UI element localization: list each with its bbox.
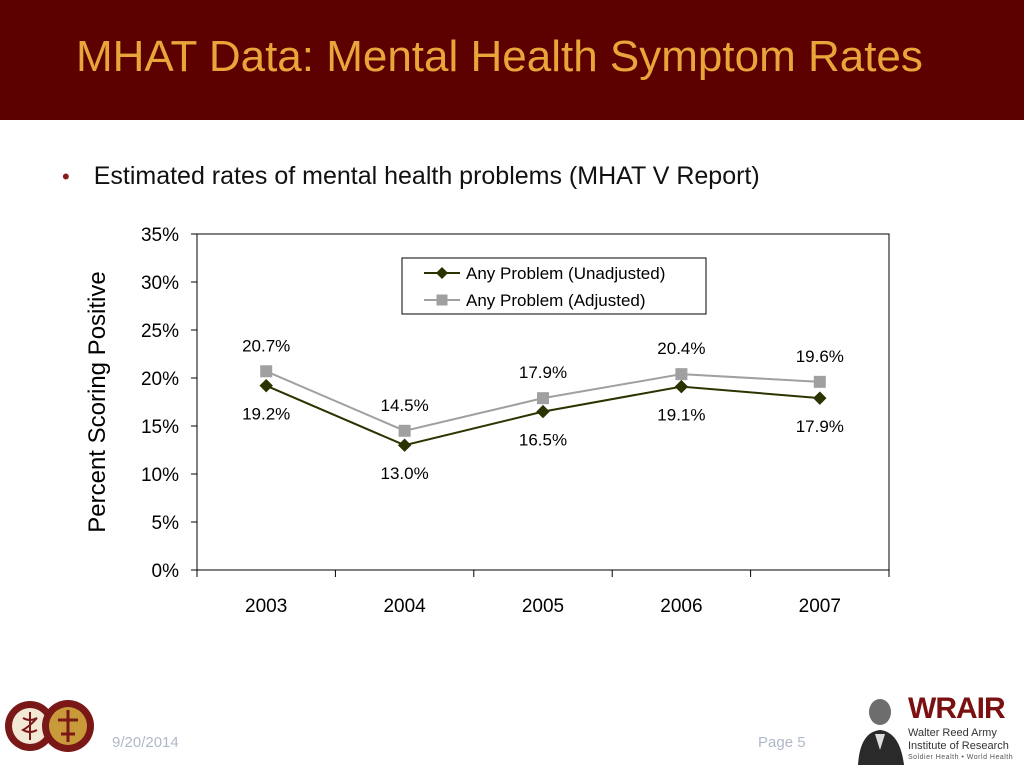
data-label-adjusted: 17.9% — [519, 363, 567, 382]
data-point-adjusted — [675, 368, 688, 381]
data-point-adjusted — [537, 392, 549, 405]
wrair-subtitle-line1: Walter Reed Army — [908, 727, 997, 739]
data-point-unadjusted — [674, 379, 689, 394]
x-tick-label: 2007 — [799, 596, 841, 617]
data-label-adjusted: 14.5% — [380, 396, 428, 415]
y-tick-label: 15% — [141, 417, 179, 438]
y-tick-label: 20% — [141, 369, 179, 390]
army-medical-logo — [4, 688, 100, 769]
portrait-icon — [850, 690, 906, 765]
data-point-adjusted — [813, 375, 826, 388]
x-tick-label: 2004 — [383, 596, 426, 617]
legend-entry: Any Problem (Unadjusted) — [466, 264, 665, 283]
legend-entry: Any Problem (Adjusted) — [466, 291, 646, 310]
data-label-adjusted: 19.6% — [796, 347, 844, 366]
wrair-subtitle-line2: Institute of Research — [908, 740, 1009, 752]
footer-page-number: Page 5 — [758, 734, 806, 751]
legend-marker-diamond — [436, 267, 448, 279]
slide-header — [0, 0, 1024, 120]
data-label-unadjusted: 13.0% — [380, 464, 428, 483]
x-tick-label: 2006 — [660, 596, 702, 617]
data-point-unadjusted — [397, 438, 412, 452]
data-label-unadjusted: 17.9% — [796, 417, 844, 436]
y-tick-label: 10% — [141, 465, 179, 486]
bullet-item: • Estimated rates of mental health proble… — [62, 162, 760, 191]
data-point-unadjusted — [536, 404, 550, 419]
legend-box — [401, 257, 707, 315]
y-tick-label: 25% — [141, 321, 179, 342]
y-tick-label: 0% — [152, 561, 180, 582]
wrair-wordmark: WRAIR — [908, 692, 1006, 725]
y-axis-label: Percent Scoring Positive — [84, 271, 111, 532]
plot-frame — [196, 233, 890, 571]
data-label-unadjusted: 19.2% — [242, 405, 290, 424]
data-point-adjusted — [398, 424, 411, 437]
data-point-unadjusted — [259, 378, 273, 393]
y-tick-label: 30% — [141, 273, 179, 294]
data-label-adjusted: 20.4% — [657, 339, 705, 358]
data-label-adjusted: 20.7% — [242, 336, 290, 355]
x-tick-label: 2003 — [245, 596, 287, 617]
bullet-text: Estimated rates of mental health problem… — [93, 162, 760, 190]
data-point-unadjusted — [813, 391, 827, 405]
wrair-logo: WRAIR Walter Reed Army Institute of Rese… — [850, 690, 1020, 765]
bullet-dot-icon: • — [62, 164, 70, 189]
slide-title: MHAT Data: Mental Health Symptom Rates — [76, 32, 923, 81]
y-tick-label: 35% — [141, 225, 179, 246]
x-tick-label: 2005 — [522, 596, 564, 617]
legend-marker-square — [436, 294, 448, 306]
data-point-adjusted — [260, 365, 273, 378]
caduceus-seal-icon — [5, 700, 94, 752]
data-label-unadjusted: 16.5% — [519, 431, 567, 450]
footer-date: 9/20/2014 — [112, 734, 179, 751]
wrair-tagline: Soldier Health • World Health — [908, 754, 1014, 761]
data-label-unadjusted: 19.1% — [657, 406, 705, 425]
y-tick-label: 5% — [152, 513, 180, 534]
